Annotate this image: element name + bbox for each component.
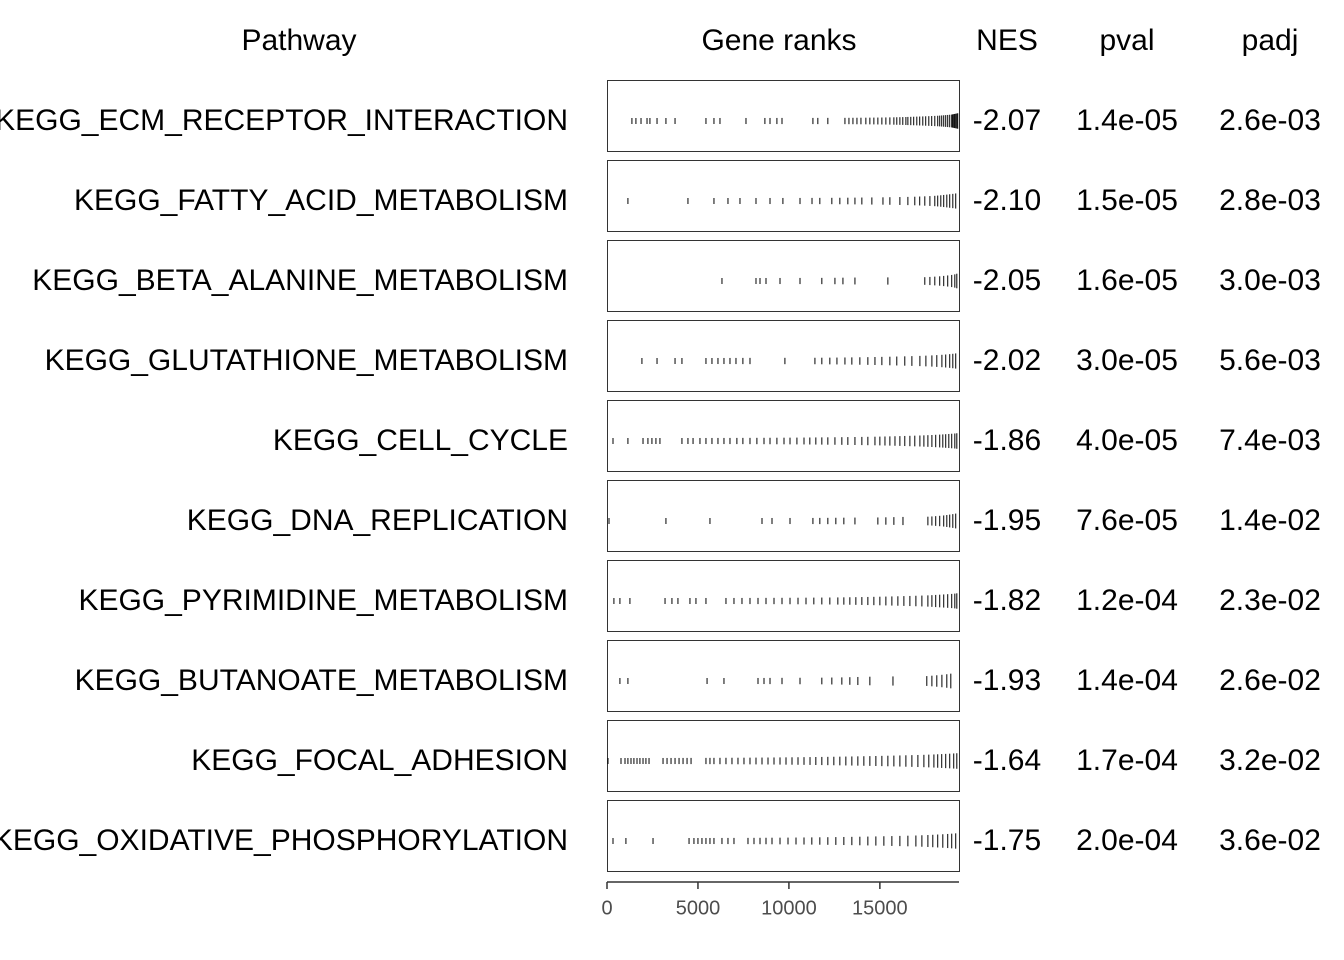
pval-value: 1.4e-04 (1076, 664, 1178, 697)
rank-box (607, 560, 960, 632)
pval-value: 7.6e-05 (1076, 504, 1178, 537)
padj-value: 2.6e-03 (1219, 104, 1321, 137)
nes-value: -1.82 (973, 584, 1041, 617)
padj-value: 1.4e-02 (1219, 504, 1321, 537)
pathway-label: KEGG_CELL_CYCLE (273, 424, 568, 457)
x-tick-label: 5000 (676, 897, 721, 919)
pathway-label: KEGG_PYRIMIDINE_METABOLISM (78, 584, 568, 617)
pathway-label: KEGG_FATTY_ACID_METABOLISM (74, 184, 568, 217)
pathway-label: KEGG_FOCAL_ADHESION (191, 744, 568, 777)
padj-value: 5.6e-03 (1219, 344, 1321, 377)
header-pval: pval (1099, 24, 1154, 57)
header-padj: padj (1242, 24, 1299, 57)
header-gene-ranks: Gene ranks (701, 24, 856, 57)
pval-value: 1.7e-04 (1076, 744, 1178, 777)
pval-value: 1.4e-05 (1076, 104, 1178, 137)
x-tick-label: 10000 (761, 897, 817, 919)
rank-box (607, 480, 960, 552)
rank-box (607, 720, 960, 792)
rank-box (607, 640, 960, 712)
pathway-label: KEGG_ECM_RECEPTOR_INTERACTION (0, 104, 568, 137)
padj-value: 3.0e-03 (1219, 264, 1321, 297)
padj-value: 2.3e-02 (1219, 584, 1321, 617)
rank-box (607, 240, 960, 312)
pathway-label: KEGG_DNA_REPLICATION (187, 504, 568, 537)
pval-value: 4.0e-05 (1076, 424, 1178, 457)
pathway-label: KEGG_GLUTATHIONE_METABOLISM (45, 344, 568, 377)
x-tick-label: 15000 (852, 897, 908, 919)
nes-value: -2.10 (973, 184, 1041, 217)
pval-value: 1.2e-04 (1076, 584, 1178, 617)
nes-value: -2.02 (973, 344, 1041, 377)
x-tick-label: 0 (601, 897, 612, 919)
nes-value: -1.86 (973, 424, 1041, 457)
pval-value: 2.0e-04 (1076, 824, 1178, 857)
nes-value: -1.93 (973, 664, 1041, 697)
nes-value: -2.05 (973, 264, 1041, 297)
padj-value: 2.6e-02 (1219, 664, 1321, 697)
header-nes: NES (976, 24, 1038, 57)
pathway-label: KEGG_BETA_ALANINE_METABOLISM (32, 264, 568, 297)
padj-value: 7.4e-03 (1219, 424, 1321, 457)
nes-value: -1.64 (973, 744, 1041, 777)
rank-box (607, 320, 960, 392)
padj-value: 2.8e-03 (1219, 184, 1321, 217)
nes-value: -1.75 (973, 824, 1041, 857)
padj-value: 3.2e-02 (1219, 744, 1321, 777)
pval-value: 1.6e-05 (1076, 264, 1178, 297)
pval-value: 3.0e-05 (1076, 344, 1178, 377)
padj-value: 3.6e-02 (1219, 824, 1321, 857)
pval-value: 1.5e-05 (1076, 184, 1178, 217)
nes-value: -2.07 (973, 104, 1041, 137)
nes-value: -1.95 (973, 504, 1041, 537)
pathway-label: KEGG_OXIDATIVE_PHOSPHORYLATION (0, 824, 568, 857)
rank-box (607, 800, 960, 872)
rank-box (607, 160, 960, 232)
rank-box (607, 80, 960, 152)
pathway-label: KEGG_BUTANOATE_METABOLISM (75, 664, 568, 697)
rank-box (607, 400, 960, 472)
header-pathway: Pathway (241, 24, 356, 57)
